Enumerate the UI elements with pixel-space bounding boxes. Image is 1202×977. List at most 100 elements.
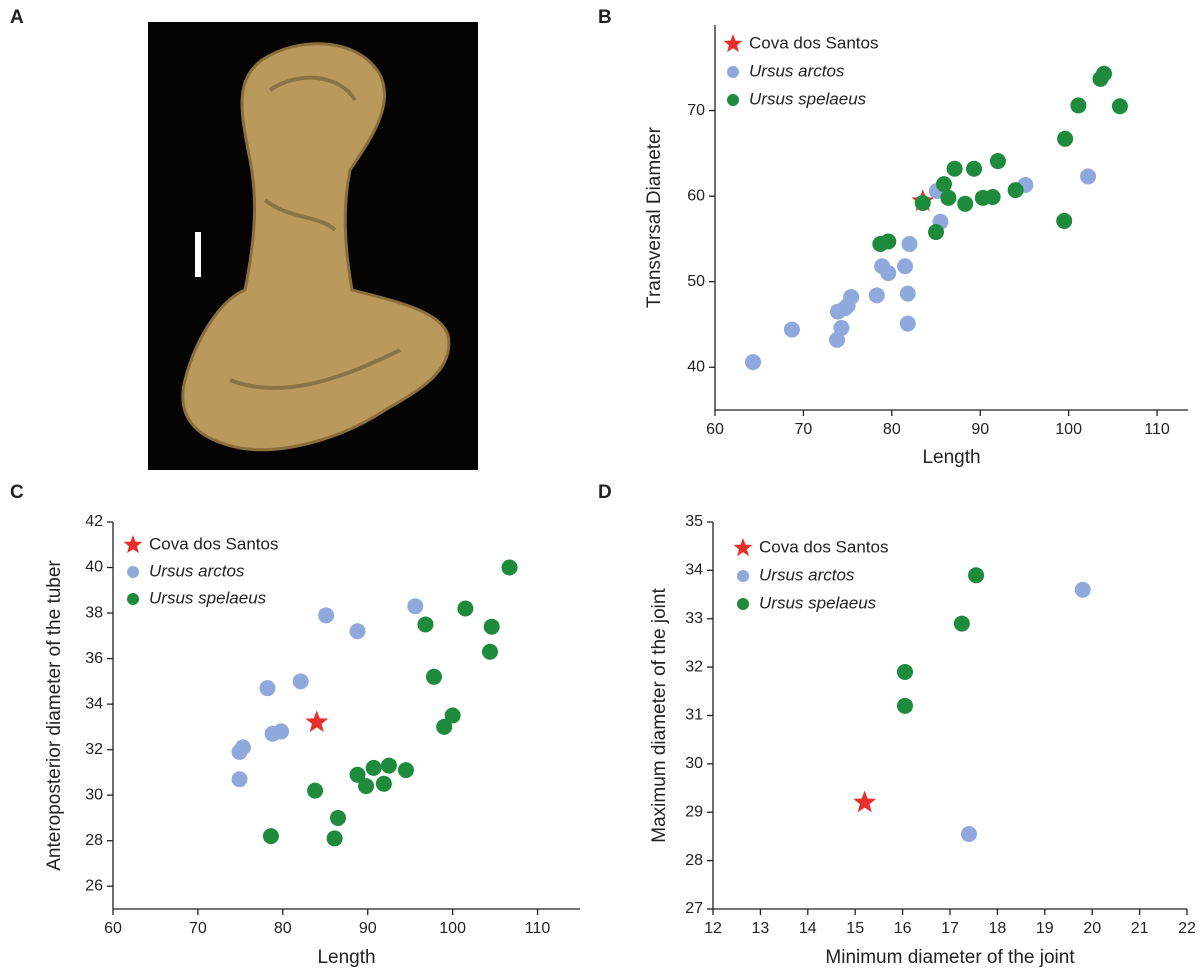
x-tick-label: 80 [274,920,292,937]
point [960,826,977,843]
x-tick-label: 100 [439,920,466,937]
legend-label: Ursus spelaeus [759,593,877,612]
point [457,600,474,617]
point [501,559,518,576]
y-tick-label: 28 [85,832,103,849]
legend-label: Cova dos Santos [759,537,888,556]
y-tick-label: 40 [85,559,103,576]
point [1057,130,1074,147]
point [966,160,983,177]
y-tick-label: 27 [685,900,703,917]
point [397,762,414,779]
point [1070,97,1087,114]
point [843,289,860,306]
point [727,66,739,78]
point [896,663,913,680]
panel-label: C [10,482,24,503]
point [1074,581,1091,598]
y-tick-label: 36 [85,650,103,667]
point [737,570,749,582]
y-axis-title: Maximum diameter of the joint [649,588,670,843]
point [989,153,1006,170]
point [407,598,424,615]
y-tick-label: 42 [85,513,103,530]
point [1056,212,1073,229]
point [231,771,248,788]
x-tick-label: 60 [706,421,724,438]
y-tick-label: 30 [85,786,103,803]
y-tick-label: 31 [685,707,703,724]
y-tick-label: 34 [685,562,703,579]
point [349,766,366,783]
legend-label: Cova dos Santos [749,33,878,52]
panel-label: D [598,482,612,503]
x-axis-title: Length [922,447,980,468]
point [899,315,916,332]
y-tick-label: 32 [85,741,103,758]
point [984,188,1001,205]
point [307,782,324,799]
legend-label: Ursus arctos [149,561,245,580]
star-marker [733,538,753,557]
legend-label: Cova dos Santos [149,534,278,553]
x-tick-label: 16 [894,920,912,937]
x-tick-label: 13 [752,920,770,937]
point [940,189,957,206]
point [897,258,914,275]
x-tick-label: 19 [1036,920,1054,937]
y-tick-label: 40 [687,358,705,375]
star-marker [723,34,743,53]
point [436,718,453,735]
point [127,566,139,578]
x-axis-title: Length [317,947,375,968]
star-marker [853,790,877,813]
point [968,567,985,584]
x-tick-label: 60 [104,920,122,937]
point [273,723,290,740]
point [953,615,970,632]
point [880,233,897,250]
point [1096,65,1113,82]
point [444,707,461,724]
point [901,236,918,253]
x-tick-label: 20 [1083,920,1101,937]
point [868,287,885,304]
star-marker [123,535,143,554]
y-tick-label: 70 [687,102,705,119]
point [737,598,749,610]
y-tick-label: 35 [685,513,703,530]
x-tick-label: 18 [989,920,1007,937]
x-tick-label: 110 [1144,421,1170,438]
bone-texture [229,75,401,391]
x-axis-title: Minimum diameter of the joint [825,947,1075,968]
point [928,224,945,241]
star-marker [305,710,329,732]
y-tick-label: 38 [85,604,103,621]
y-axis-title: Transversal Diameter [644,126,665,308]
point [330,809,347,826]
legend-label: Ursus spelaeus [749,89,867,108]
point [234,739,251,756]
point [914,194,931,211]
point [880,265,897,282]
x-tick-label: 14 [799,920,817,937]
panel-label: A [10,7,24,28]
y-tick-label: 33 [685,610,703,627]
point [935,176,952,193]
point [380,757,397,774]
point [259,680,276,697]
legend-label: Ursus spelaeus [149,588,267,607]
point [1007,182,1024,199]
point [425,668,442,685]
point [262,828,279,845]
y-tick-label: 30 [685,755,703,772]
y-tick-label: 34 [85,695,103,712]
y-tick-label: 28 [685,852,703,869]
point [833,319,850,336]
point [783,321,800,338]
y-tick-label: 50 [687,273,705,290]
point [745,354,762,371]
point [899,285,916,302]
point [375,775,392,792]
